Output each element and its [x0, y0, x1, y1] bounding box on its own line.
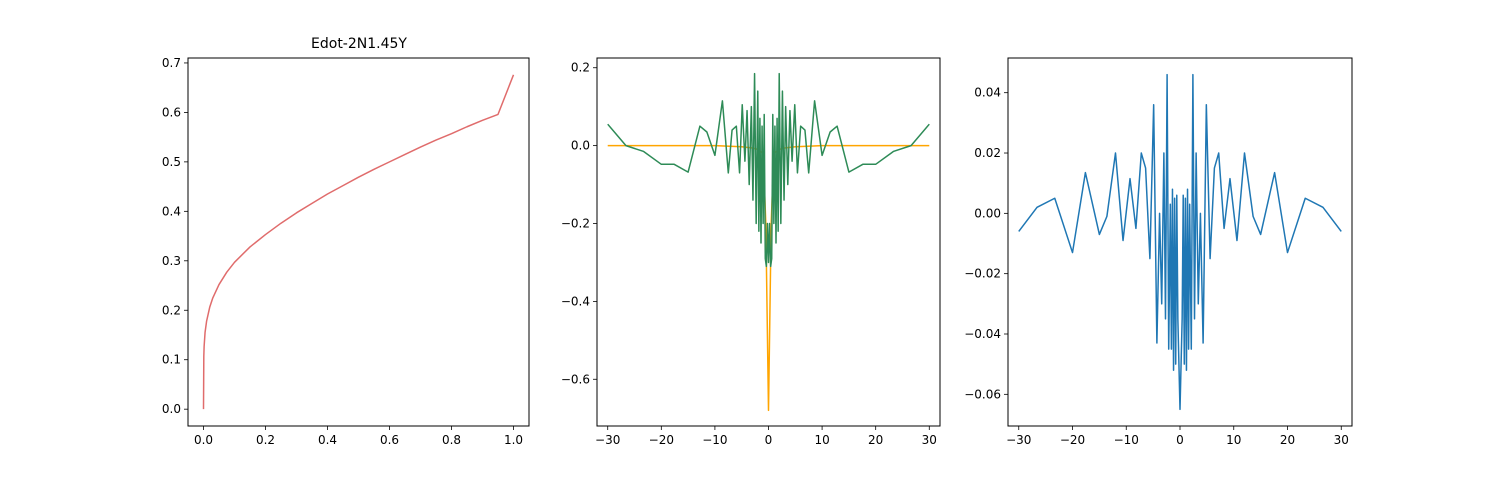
subplot-1: Edot-2N1.45Y 0.0 0.2 0.4 0.6 0.8 1.0 0.00.10.…: [162, 36, 530, 447]
subplot-2-ytick-label: 0.2: [571, 61, 590, 75]
subplot-3-ytick-label: −0.02: [964, 267, 1001, 281]
subplot-2-xtick-label: −30: [595, 433, 620, 447]
subplot-1-xtick-label: 0.0: [194, 433, 213, 447]
subplot-1-series: [202, 74, 515, 410]
subplot-1-xtick-label: 0.2: [256, 433, 275, 447]
subplot-2-xtick-label: 20: [868, 433, 883, 447]
subplot-1-xtick-label: 0.8: [442, 433, 461, 447]
subplot-2-xtick-label: −10: [702, 433, 727, 447]
subplot-2-xtick-label: 0: [765, 433, 773, 447]
subplot-3: −30 −20 −10 0 10 20 30 −0.06 −0.04 −0.02 0.00 0.02…: [964, 57, 1353, 447]
subplot-2-x-axis: −30 −20 −10 0 10 20 30: [595, 426, 937, 447]
subplot-1-ytick-label: 0.4: [162, 204, 181, 218]
subplot-3-series-blue-line: [1018, 73, 1342, 411]
subplot-1-ytick-label: 0.3: [162, 254, 181, 268]
subplot-3-xtick-label: −20: [1060, 433, 1085, 447]
subplot-3-xtick-label: 20: [1280, 433, 1295, 447]
subplot-3-series: [1018, 73, 1342, 411]
subplot-1-y-axis: 0.0 0.1 0.2 0.3 0.4 0.5 0.6 0.7: [162, 56, 188, 416]
subplot-1-ytick-label: 0.2: [162, 303, 181, 317]
subplot-3-xtick-label: 10: [1226, 433, 1241, 447]
subplot-3-y-axis: −0.06 −0.04 −0.02 0.00 0.02 0.04: [964, 86, 1008, 401]
subplot-2-xtick-label: 10: [814, 433, 829, 447]
subplot-1-ytick-label: 0.7: [162, 56, 181, 70]
subplot-2-y-axis: −0.6 −0.4 −0.2 0.0 0.2: [561, 61, 597, 386]
subplot-2: −30 −20 −10 0 10 20 30 −0.6 −0.4 −0.2 0.0 0.2: [561, 57, 941, 447]
subplot-3-xtick-label: −30: [1006, 433, 1031, 447]
subplot-3-xtick-label: 0: [1176, 433, 1184, 447]
subplot-2-xtick-label: 30: [922, 433, 937, 447]
subplot-1-xtick-label: 0.6: [380, 433, 399, 447]
subplot-1-ytick-label: 0.6: [162, 105, 181, 119]
subplot-1-xtick-label: 0.4: [318, 433, 337, 447]
subplot-1-ytick-label: 0.1: [162, 353, 181, 367]
subplot-3-ytick-label: 0.02: [974, 146, 1001, 160]
subplot-2-ytick-label: −0.6: [561, 372, 590, 386]
subplot-2-ytick-label: 0.0: [571, 139, 590, 153]
subplot-3-ytick-label: −0.04: [964, 327, 1001, 341]
subplot-3-x-axis: −30 −20 −10 0 10 20 30: [1006, 426, 1349, 447]
subplot-2-series: [607, 72, 930, 412]
subplot-2-ytick-label: −0.2: [561, 217, 590, 231]
subplot-1-x-axis: 0.0 0.2 0.4 0.6 0.8 1.0: [194, 426, 523, 447]
subplot-2-ytick-label: −0.4: [561, 294, 590, 308]
subplot-3-ytick-label: 0.00: [974, 206, 1001, 220]
subplot-3-xtick-label: 30: [1334, 433, 1349, 447]
subplot-1-xtick-label: 1.0: [504, 433, 523, 447]
subplot-3-ytick-label: 0.04: [974, 86, 1001, 100]
subplot-3-xtick-label: −10: [1114, 433, 1139, 447]
subplot-1-ytick-label: 0.0: [162, 402, 181, 416]
subplot-2-series-green-line: [607, 72, 930, 268]
subplot-2-xtick-label: −20: [649, 433, 674, 447]
subplot-1-series-curve-line: [202, 74, 515, 410]
subplot-2-series-orange-line: [607, 144, 930, 412]
subplot-3-ytick-label: −0.06: [964, 387, 1001, 401]
subplot-1-ytick-label: 0.5: [162, 155, 181, 169]
subplot-1-title: Edot-2N1.45Y: [311, 36, 407, 52]
subplot-1-frame: [187, 57, 530, 427]
